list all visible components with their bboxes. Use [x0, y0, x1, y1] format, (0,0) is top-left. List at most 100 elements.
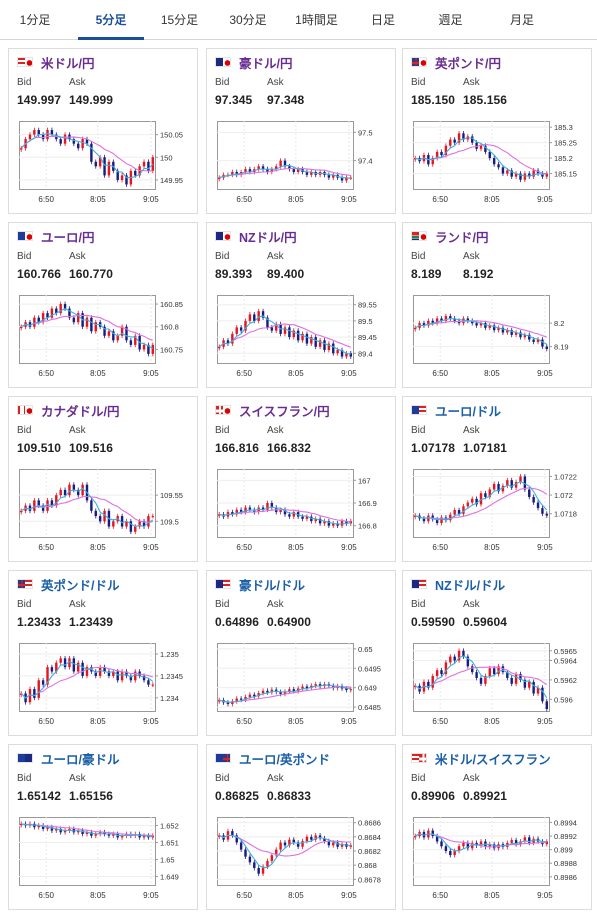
rate-card[interactable]: ランド/円 Bid Ask 8.189 8.192 6:50 8:05 9:05 8.2 8.19: [402, 222, 592, 388]
price-chart[interactable]: 6:50 8:05 9:05 0.65 0.6495 0.649 0.6485: [211, 637, 393, 733]
ask-label: Ask: [69, 599, 86, 610]
pair-name[interactable]: ユーロ/豪ドル: [41, 752, 120, 767]
candle-body: [239, 842, 243, 850]
pair-name[interactable]: スイスフラン/円: [239, 404, 330, 419]
candle-body: [431, 676, 434, 688]
x-tick-label: 8:05: [90, 369, 106, 378]
plot-area: [413, 295, 550, 364]
candle-body: [50, 500, 54, 506]
rate-card[interactable]: ユーロ/ドル Bid Ask 1.07178 1.07181 6:50 8:05 9:05 1.…: [402, 396, 592, 562]
candle-body: [345, 177, 348, 181]
moving-average-short: [414, 833, 547, 852]
candle-body: [151, 157, 155, 171]
pair-name[interactable]: 豪ドル/円: [239, 56, 293, 71]
candle-body: [541, 339, 544, 347]
plot-area: [19, 817, 156, 886]
tab-6[interactable]: 週足: [438, 13, 463, 27]
candle-body: [323, 521, 326, 524]
pair-name[interactable]: 英ポンド/ドル: [41, 578, 120, 593]
flag-base-icon: [18, 232, 26, 240]
price-chart[interactable]: 6:50 8:05 9:05 1.652 1.651 1.65 1.649: [13, 811, 195, 907]
rate-card[interactable]: 英ポンド/ドル Bid Ask 1.23433 1.23439 6:50 8:05 9:05 1…: [8, 570, 198, 736]
price-chart[interactable]: 6:50 8:05 9:05 8.2 8.19: [407, 289, 589, 385]
price-chart[interactable]: 6:50 8:05 9:05 160.85 160.8 160.75: [13, 289, 195, 385]
tab-7[interactable]: 月足: [509, 13, 534, 27]
price-chart[interactable]: 6:50 8:05 9:05 1.0722 1.072 1.0718: [407, 463, 589, 559]
candle-body: [314, 337, 317, 347]
candle-body: [492, 844, 496, 849]
rate-card[interactable]: 豪ドル/円 Bid Ask 97.345 97.348 6:50 8:05 9:05 97.5 9…: [206, 48, 396, 214]
candle-body: [305, 516, 309, 519]
rate-card[interactable]: NZドル/円 Bid Ask 89.393 89.400 6:50 8:05 9:05 89.5…: [206, 222, 396, 388]
price-chart[interactable]: 6:50 8:05 9:05 0.8686 0.8684 0.8682 0.868 0.867…: [211, 811, 393, 907]
candle-body: [37, 130, 40, 135]
price-chart[interactable]: 6:50 8:05 9:05 97.5 97.4: [211, 115, 393, 211]
flag-base-icon: [412, 232, 420, 240]
candle-body: [248, 169, 252, 172]
candle-body: [120, 175, 124, 180]
bid-value: 8.189: [411, 267, 442, 281]
x-tick-label: 6:50: [38, 369, 54, 378]
pair-name[interactable]: ユーロ/ドル: [435, 404, 501, 419]
rate-card[interactable]: NZドル/ドル Bid Ask 0.59590 0.59604 6:50 8:05 9:05 0…: [402, 570, 592, 736]
candle-body: [279, 842, 282, 850]
candle-body: [239, 327, 243, 331]
tab-5[interactable]: 日足: [370, 13, 395, 27]
candle-body: [449, 139, 452, 146]
flag-quote-icon: [223, 232, 230, 240]
candle-body: [33, 130, 36, 135]
rate-card[interactable]: 米ドル/円 Bid Ask 149.997 149.999 6:50 8:05 9:05 150…: [8, 48, 198, 214]
tab-1[interactable]: 5分足: [78, 0, 144, 40]
candle-body: [301, 686, 304, 689]
ask-value: 1.23439: [69, 615, 114, 629]
rate-card[interactable]: ユーロ/豪ドル Bid Ask 1.65142 1.65156 6:50 8:05 9:05 1…: [8, 744, 198, 910]
candle-body: [457, 133, 461, 143]
candle-body: [59, 139, 62, 144]
price-chart[interactable]: 6:50 8:05 9:05 109.55 109.5: [13, 463, 195, 559]
tab-3[interactable]: 30分足: [229, 13, 267, 27]
candle-body: [427, 681, 430, 688]
pair-name[interactable]: ユーロ/英ポンド: [239, 752, 330, 767]
ask-label: Ask: [69, 251, 86, 262]
pair-name[interactable]: カナダドル/円: [41, 404, 120, 419]
price-chart[interactable]: 6:50 8:05 9:05 150.05 150 149.95: [13, 115, 195, 211]
pair-name[interactable]: 米ドル/円: [41, 56, 95, 71]
flag-quote-icon: [223, 754, 230, 762]
x-tick-label: 9:05: [341, 891, 357, 900]
pair-name[interactable]: 米ドル/スイスフラン: [435, 752, 551, 767]
candle-body: [134, 170, 137, 176]
candle-body: [532, 496, 535, 503]
tab-4[interactable]: 1時間足: [295, 13, 338, 27]
candle-body: [440, 670, 443, 675]
pair-name[interactable]: NZドル/ドル: [435, 578, 506, 593]
candle-body: [506, 672, 509, 678]
candle-body: [217, 177, 221, 180]
candle-body: [283, 691, 287, 694]
price-chart[interactable]: 6:50 8:05 9:05 167 166.9 166.8: [211, 463, 393, 559]
rate-card[interactable]: ユーロ/円 Bid Ask 160.766 160.770 6:50 8:05 9:05 160…: [8, 222, 198, 388]
tab-2[interactable]: 15分足: [160, 13, 199, 27]
rate-card[interactable]: カナダドル/円 Bid Ask 109.510 109.516 6:50 8:05 9:05 1…: [8, 396, 198, 562]
rate-card[interactable]: 米ドル/スイスフラン Bid Ask 0.89906 0.89921 6:50 8:05 9:…: [402, 744, 592, 910]
price-chart[interactable]: 6:50 8:05 9:05 1.235 1.2345 1.234: [13, 637, 195, 733]
rate-card[interactable]: ユーロ/英ポンド Bid Ask 0.86825 0.86833 6:50 8:05 9:05…: [206, 744, 396, 910]
pair-name[interactable]: 豪ドル/ドル: [239, 578, 305, 593]
price-chart[interactable]: 6:50 8:05 9:05 0.5965 0.5964 0.5962 0.596: [407, 637, 589, 733]
rate-card[interactable]: スイスフラン/円 Bid Ask 166.816 166.832 6:50 8:05 9:05…: [206, 396, 396, 562]
x-tick-label: 6:50: [38, 195, 54, 204]
price-chart[interactable]: 6:50 8:05 9:05 89.55 89.5 89.45 89.4: [211, 289, 393, 385]
pair-name[interactable]: ユーロ/円: [41, 230, 95, 245]
price-chart[interactable]: 6:50 8:05 9:05 0.8994 0.8992 0.899 0.8988 0.898…: [407, 811, 589, 907]
candle-body: [257, 507, 260, 513]
flag-base-icon: [412, 58, 420, 66]
rate-card[interactable]: 豪ドル/ドル Bid Ask 0.64896 0.64900 6:50 8:05 9:05 0.…: [206, 570, 396, 736]
candle-body: [90, 143, 93, 162]
candle-body: [103, 832, 106, 834]
pair-name[interactable]: NZドル/円: [239, 230, 297, 245]
candle-body: [310, 836, 313, 840]
tab-0[interactable]: 1分足: [19, 13, 51, 27]
pair-name[interactable]: ランド/円: [435, 230, 489, 245]
price-chart[interactable]: 6:50 8:05 9:05 185.3 185.25 185.2 185.15: [407, 115, 589, 211]
rate-card[interactable]: 英ポンド/円 Bid Ask 185.150 185.156 6:50 8:05 9:05 18…: [402, 48, 592, 214]
pair-name[interactable]: 英ポンド/円: [435, 56, 501, 71]
